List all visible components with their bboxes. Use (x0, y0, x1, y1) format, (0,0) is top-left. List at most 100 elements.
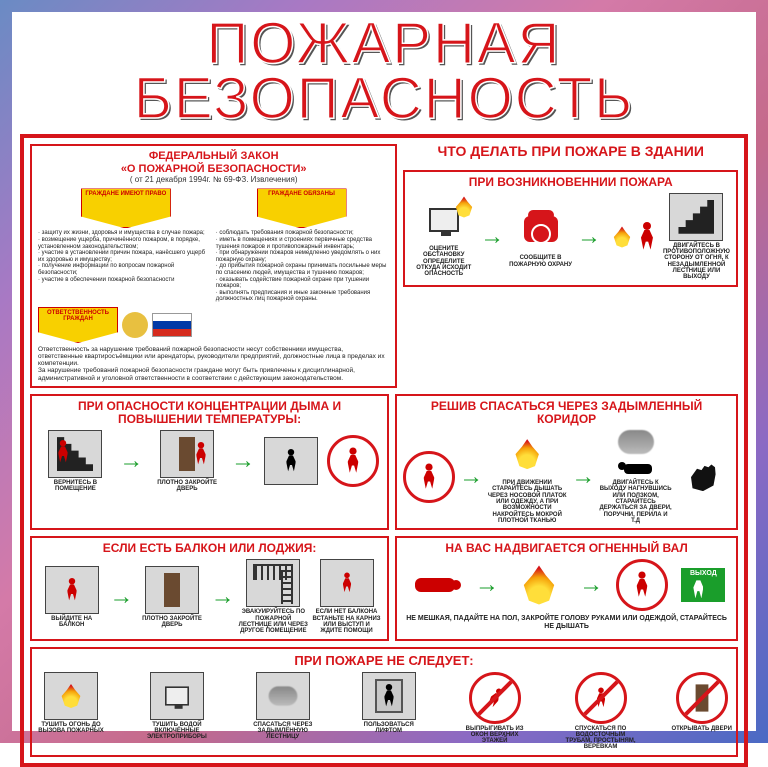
phone-icon (514, 205, 568, 253)
p4-c1: ВЫЙДИТЕ НА БАЛКОН (38, 616, 105, 629)
law-foot: Ответственность за нарушение требований … (38, 346, 389, 382)
arrow-icon: → (211, 583, 235, 611)
p1-c3: ДВИГАЙТЕСЬ В ПРОТИВОПОЛОЖНУЮ СТОРОНУ ОТ … (663, 243, 730, 281)
p3-c2: ДВИГАЙТЕСЬ К ВЫХОДУ НАГНУВШИСЬ ИЛИ ПОЛЗК… (599, 480, 672, 524)
stairs-return-icon (48, 430, 102, 478)
law-right: · соблюдать требования пожарной безопасн… (216, 230, 390, 303)
p6-c1: ТУШИТЬ ВОДОЙ ВКЛЮЧЁННЫЕ ЭЛЕКТРОПРИБОРЫ (142, 722, 212, 741)
p6-c0: ТУШИТЬ ОГОНЬ ДО ВЫЗОВА ПОЖАРНЫХ (36, 722, 106, 735)
arrow-icon: → (459, 463, 483, 491)
p4-icons: ВЫЙДИТЕ НА БАЛКОН → ПЛОТНО ЗАКРОЙТЕ ДВЕР… (38, 559, 381, 634)
no-smoky-stairs-icon (256, 672, 310, 720)
panel-fire-start: ПРИ ВОЗНИКНОВЕННИИ ПОЖАРА ОЦЕНИТЕ ОБСТАН… (403, 170, 738, 287)
p6-c5: СПУСКАТЬСЯ ПО ВОДОСТОЧНЫМ ТРУБАМ, ПРОСТЫ… (566, 726, 636, 751)
p6-c3: ПОЛЬЗОВАТЬСЯ ЛИФТОМ (354, 722, 424, 735)
p3-title: РЕШИВ СПАСАТЬСЯ ЧЕРЕЗ ЗАДЫМЛЕННЫЙ КОРИДО… (403, 400, 730, 426)
law-panel: ФЕДЕРАЛЬНЫЙ ЗАКОН «О ПОЖАРНОЙ БЕЗОПАСНОС… (30, 144, 397, 388)
crawl-icon (609, 430, 663, 478)
poster-root: ПОЖАРНАЯ БЕЗОПАСНОСТЬ ФЕДЕРАЛЬНЫЙ ЗАКОН … (0, 0, 768, 743)
p5-caption: НЕ МЕШКАЯ, ПАДАЙТЕ НА ПОЛ, ЗАКРОЙТЕ ГОЛО… (403, 615, 730, 630)
row-2: ПРИ ОПАСНОСТИ КОНЦЕНТРАЦИИ ДЫМА И ПОВЫШЕ… (30, 394, 738, 530)
p2-c2: ПЛОТНО ЗАКРОЙТЕ ДВЕРЬ (152, 480, 222, 493)
p1-i1: ОЦЕНИТЕ ОБСТАНОВКУ ОПРЕДЕЛИТЕ ОТКУДА ИСХ… (411, 196, 476, 277)
p5-icons: → → ВЫХОД (403, 559, 730, 611)
bigflame-icon (512, 561, 566, 609)
fire-ladder-icon (246, 559, 300, 607)
flame-icon (500, 430, 554, 478)
right-head: ЧТО ДЕЛАТЬ ПРИ ПОЖАРЕ В ЗДАНИИ (403, 144, 738, 159)
law-head1: ФЕДЕРАЛЬНЫЙ ЗАКОН (38, 150, 389, 163)
arrow-icon: → (109, 583, 133, 611)
row-3: ЕСЛИ ЕСТЬ БАЛКОН ИЛИ ЛОДЖИЯ: ВЫЙДИТЕ НА … (30, 536, 738, 640)
p3-icons: → ПРИ ДВИЖЕНИИ СТАРАЙТЕСЬ ДЫШАТЬ ЧЕРЕЗ Н… (403, 430, 730, 524)
ledge-wait-icon (320, 559, 374, 607)
p6-c6: ОТКРЫВАТЬ ДВЕРИ (671, 726, 732, 732)
arrow-icon: → (579, 571, 603, 599)
p6-icons: ТУШИТЬ ОГОНЬ ДО ВЫЗОВА ПОЖАРНЫХ ТУШИТЬ В… (36, 672, 732, 751)
title-line2: БЕЗОПАСНОСТЬ (134, 66, 634, 131)
flag-russia-icon (152, 313, 192, 337)
arrow-icon: → (475, 571, 499, 599)
emblem-icon (122, 312, 148, 338)
arrow-icon: → (231, 447, 255, 475)
p4-c2: ПЛОТНО ЗАКРОЙТЕ ДВЕРЬ (137, 616, 206, 629)
shield-row-top: ГРАЖДАНЕ ИМЕЮТ ПРАВО ГРАЖДАНЕ ОБЯЗАНЫ (38, 188, 389, 228)
p1-title: ПРИ ВОЗНИКНОВЕННИИ ПОЖАРА (411, 176, 730, 189)
law-body: · защиту их жизни, здоровья и имущества … (38, 230, 389, 303)
p4-c3: ЭВАКУИРУЙТЕСЬ ПО ПОЖАРНОЙ ЛЕСТНИЦЕ ИЛИ Ч… (239, 609, 308, 634)
cover-face-icon (327, 435, 379, 487)
arrow-icon: → (480, 223, 504, 251)
shield-duties: ГРАЖДАНЕ ОБЯЗАНЫ (257, 188, 347, 228)
exit-sign-icon: ВЫХОД (681, 568, 725, 602)
p4-title: ЕСЛИ ЕСТЬ БАЛКОН ИЛИ ЛОДЖИЯ: (38, 542, 381, 555)
flag-row: ОТВЕТСТВЕННОСТЬ ГРАЖДАН (38, 307, 389, 343)
cover-head-icon (616, 559, 668, 611)
law-head2: «О ПОЖАРНОЙ БЕЗОПАСНОСТИ» (38, 163, 389, 176)
run-flame-icon (605, 213, 659, 261)
p6-c2: СПАСАТЬСЯ ЧЕРЕЗ ЗАДЫМЛЁННУЮ ЛЕСТНИЦУ (248, 722, 318, 741)
p1-i4: ДВИГАЙТЕСЬ В ПРОТИВОПОЛОЖНУЮ СТОРОНУ ОТ … (663, 193, 730, 281)
no-lift-icon (362, 672, 416, 720)
no-drainpipe-icon (575, 672, 627, 724)
p3-c1: ПРИ ДВИЖЕНИИ СТАРАЙТЕСЬ ДЫШАТЬ ЧЕРЕЗ НОС… (487, 480, 567, 524)
p1-icons: ОЦЕНИТЕ ОБСТАНОВКУ ОПРЕДЕЛИТЕ ОТКУДА ИСХ… (411, 193, 730, 281)
p1-c1: ОЦЕНИТЕ ОБСТАНОВКУ ОПРЕДЕЛИТЕ ОТКУДА ИСХ… (411, 246, 476, 277)
room-icon (264, 437, 318, 485)
no-extinguish-icon (44, 672, 98, 720)
close-door2-icon (145, 566, 199, 614)
law-sub: ( от 21 декабря 1994г. № 69-ФЗ. Извлечен… (38, 175, 389, 184)
p2-title: ПРИ ОПАСНОСТИ КОНЦЕНТРАЦИИ ДЫМА И ПОВЫШЕ… (38, 400, 381, 426)
main-title: ПОЖАРНАЯ БЕЗОПАСНОСТЬ (12, 12, 756, 134)
p6-title: ПРИ ПОЖАРЕ НЕ СЛЕДУЕТ: (36, 653, 732, 668)
arrow-icon: → (571, 463, 595, 491)
content-frame: ФЕДЕРАЛЬНЫЙ ЗАКОН «О ПОЖАРНОЙ БЕЗОПАСНОС… (20, 134, 748, 767)
p1-i3 (605, 213, 659, 261)
panel-smoky-corridor: РЕШИВ СПАСАТЬСЯ ЧЕРЕЗ ЗАДЫМЛЕННЫЙ КОРИДО… (395, 394, 738, 530)
shield-rights: ГРАЖДАНЕ ИМЕЮТ ПРАВО (81, 188, 171, 228)
arrow-icon: → (119, 447, 143, 475)
p4-c4: ЕСЛИ НЕТ БАЛКОНА ВСТАНЬТЕ НА КАРНИЗ ИЛИ … (312, 609, 381, 634)
p5-title: НА ВАС НАДВИГАЕТСЯ ОГНЕННЫЙ ВАЛ (403, 542, 730, 555)
p2-c1: ВЕРНИТЕСЬ В ПОМЕЩЕНИЕ (40, 480, 110, 493)
stairs-icon (669, 193, 723, 241)
panel-do-not: ПРИ ПОЖАРЕ НЕ СЛЕДУЕТ: ТУШИТЬ ОГОНЬ ДО В… (30, 647, 738, 757)
shield-liability: ОТВЕТСТВЕННОСТЬ ГРАЖДАН (38, 307, 118, 343)
no-open-door-icon (676, 672, 728, 724)
no-jump-icon (469, 672, 521, 724)
monitor-flame-icon (417, 196, 471, 244)
hand-icon (676, 453, 730, 501)
row-1: ФЕДЕРАЛЬНЫЙ ЗАКОН «О ПОЖАРНОЙ БЕЗОПАСНОС… (30, 144, 738, 388)
inner-frame: ПОЖАРНАЯ БЕЗОПАСНОСТЬ ФЕДЕРАЛЬНЫЙ ЗАКОН … (12, 12, 756, 731)
right-column-top: ЧТО ДЕЛАТЬ ПРИ ПОЖАРЕ В ЗДАНИИ ПРИ ВОЗНИ… (403, 144, 738, 388)
breathe-cloth-icon (403, 451, 455, 503)
arrow-icon: → (577, 223, 601, 251)
close-door-icon (160, 430, 214, 478)
no-water-electric-icon (150, 672, 204, 720)
panel-balcony: ЕСЛИ ЕСТЬ БАЛКОН ИЛИ ЛОДЖИЯ: ВЫЙДИТЕ НА … (30, 536, 389, 640)
p2-icons: ВЕРНИТЕСЬ В ПОМЕЩЕНИЕ → ПЛОТНО ЗАКРОЙТЕ … (38, 430, 381, 493)
lying-icon (408, 561, 462, 609)
p6-c4: ВЫПРЫГИВАТЬ ИЗ ОКОН ВЕРХНИХ ЭТАЖЕЙ (460, 726, 530, 745)
law-left: · защиту их жизни, здоровья и имущества … (38, 230, 212, 303)
p1-i2: СООБЩИТЕ В ПОЖАРНУЮ ОХРАНУ (508, 205, 573, 268)
p1-c2: СООБЩИТЕ В ПОЖАРНУЮ ОХРАНУ (508, 255, 573, 268)
